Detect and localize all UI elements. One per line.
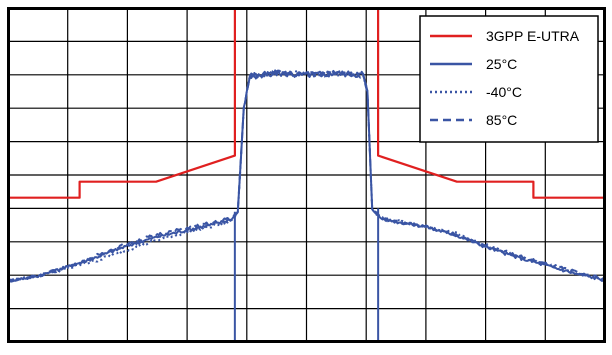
legend-label: 25°C <box>486 56 517 72</box>
legend-item: -40°C <box>430 84 522 100</box>
series-line-3 <box>8 69 605 283</box>
series-layer <box>8 8 605 342</box>
legend: 3GPP E-UTRA 25°C -40°C 85°C <box>419 15 599 143</box>
legend-item: 3GPP E-UTRA <box>430 28 580 44</box>
legend-label: 85°C <box>486 112 517 128</box>
legend-item: 85°C <box>430 112 517 128</box>
legend-label: 3GPP E-UTRA <box>486 28 580 44</box>
legend-item: 25°C <box>430 56 517 72</box>
plot-border <box>7 7 606 343</box>
legend-label: -40°C <box>486 84 522 100</box>
series-line-0 <box>8 8 605 199</box>
